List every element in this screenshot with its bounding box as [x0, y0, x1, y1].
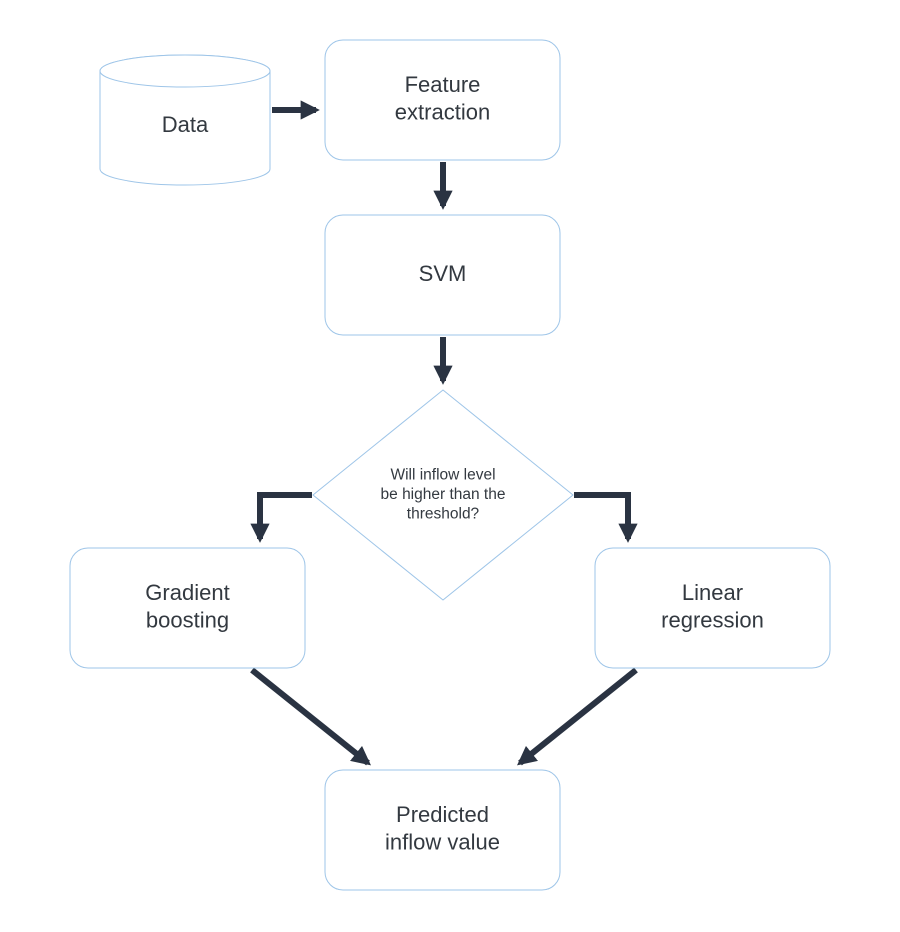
node-label: Predicted [396, 802, 489, 827]
edge-gb-pred [252, 670, 368, 763]
node-label: Gradient [145, 580, 229, 605]
node-lr: Linear regression [595, 548, 830, 668]
node-label: be higher than the [381, 486, 506, 503]
node-pred: Predicted inflow value [325, 770, 560, 890]
node-decision: Will inflow level be higher than the thres… [313, 390, 573, 600]
node-label: regression [661, 608, 764, 633]
node-data: Data [100, 55, 270, 185]
node-label: inflow value [385, 830, 500, 855]
node-label: SVM [419, 261, 467, 286]
node-label: Will inflow level [390, 467, 495, 484]
flowchart-canvas: Data Feature extraction SVM Will inflow leve… [0, 0, 900, 932]
node-feature: Feature extraction [325, 40, 560, 160]
node-label: extraction [395, 100, 490, 125]
edge-lr-pred [520, 670, 636, 763]
edge-decision-gb [260, 495, 312, 539]
node-label: threshold? [407, 505, 480, 522]
node-svm: SVM [325, 215, 560, 335]
node-label: Data [162, 112, 209, 137]
node-label: Feature [405, 72, 481, 97]
nodes-layer: Data Feature extraction SVM Will inflow leve… [70, 40, 830, 890]
node-gb: Gradient boosting [70, 548, 305, 668]
node-label: boosting [146, 608, 229, 633]
edge-decision-lr [574, 495, 628, 539]
node-label: Linear [682, 580, 743, 605]
